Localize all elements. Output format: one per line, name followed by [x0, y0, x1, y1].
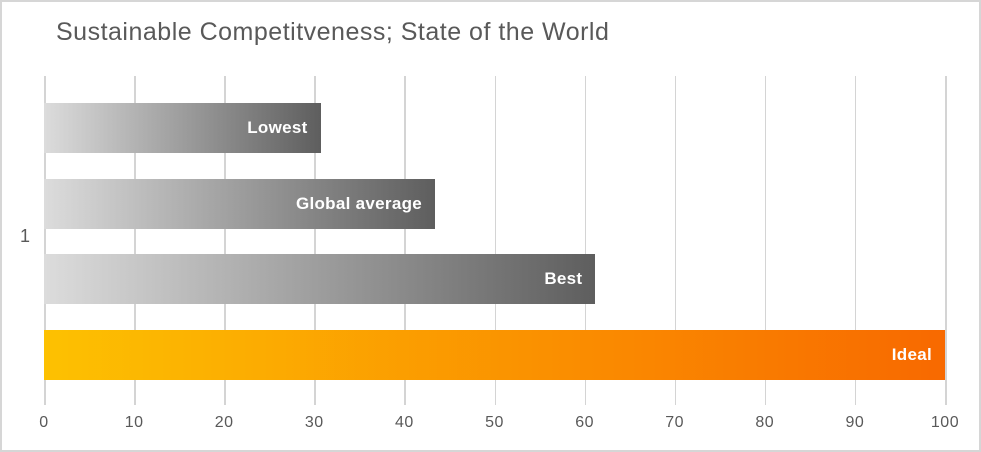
bar-label: Best [544, 269, 583, 288]
gridline-20 [224, 76, 226, 405]
x-axis: 0 10 20 30 40 50 60 70 80 90 100 [39, 414, 958, 438]
x-axis-tick-label: 100 [930, 414, 960, 431]
x-axis-tick-label: 90 [845, 414, 865, 431]
bar-label: Lowest [247, 118, 308, 137]
gridline-30 [314, 76, 316, 405]
gridline-50 [494, 76, 496, 405]
bar-lowest: Lowest [44, 103, 321, 153]
bar-best: Best [44, 254, 596, 304]
x-axis-tick-label: 60 [575, 414, 594, 431]
gridline-70 [674, 76, 677, 405]
gridline-80 [764, 76, 767, 405]
bar-label: Ideal [891, 345, 932, 364]
bar-global-average: Global average [44, 179, 436, 229]
x-axis-tick-label: 10 [124, 414, 144, 431]
gridline-60 [584, 76, 587, 405]
x-axis-tick-label: 50 [485, 414, 504, 431]
x-axis-tick-label: 70 [665, 414, 685, 431]
x-axis-tick-label: 40 [394, 414, 414, 431]
bar-ideal: Ideal [44, 330, 945, 380]
x-axis-tick-label: 0 [39, 414, 49, 431]
gridline-0 [44, 76, 46, 405]
gridline-40 [404, 76, 406, 405]
bar-label: Global average [295, 194, 423, 213]
y-axis-category-label: 1 [19, 226, 30, 246]
gridline-10 [134, 76, 136, 405]
plot-area: Lowest Global average Best Ideal [44, 76, 947, 405]
gridline-90 [854, 76, 857, 405]
gridline-100 [945, 76, 947, 405]
x-axis-tick-label: 20 [214, 414, 234, 431]
x-axis-tick-label: 80 [755, 414, 775, 431]
chart-title: Sustainable Competitveness; State of the… [56, 18, 610, 46]
x-axis-tick-label: 30 [304, 414, 324, 431]
